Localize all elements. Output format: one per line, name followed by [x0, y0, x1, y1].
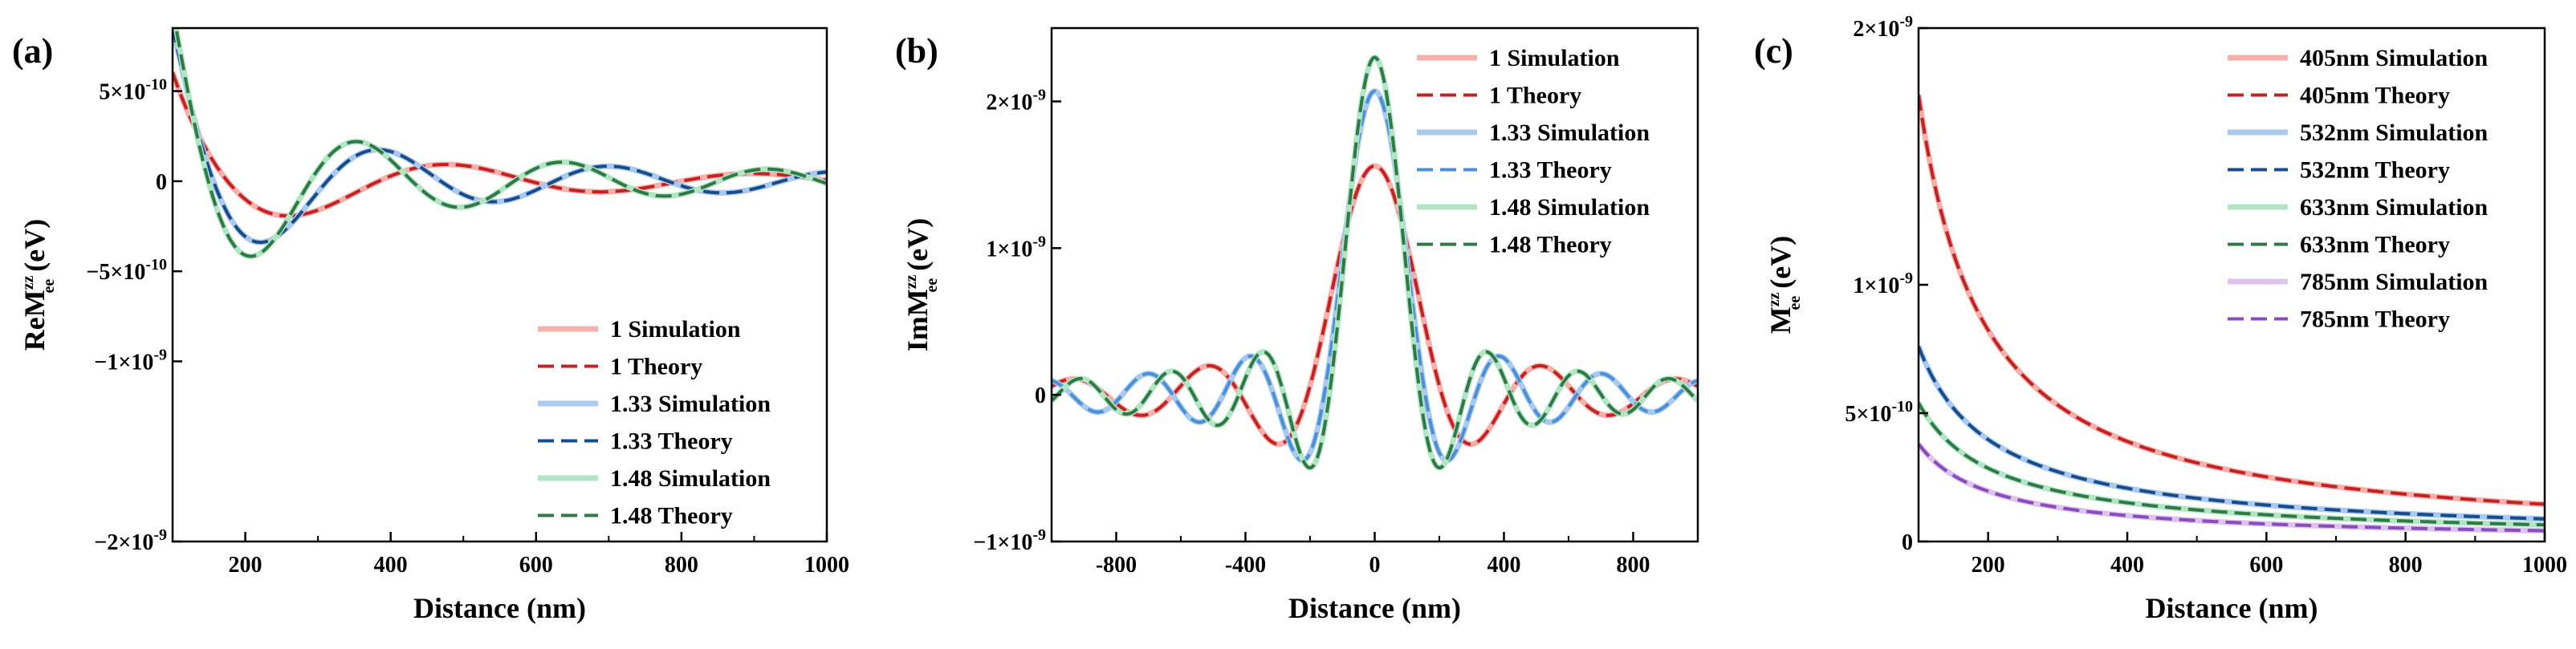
y-tick-label: −1×10-9	[94, 346, 167, 375]
series-line-1.33-simulation	[1052, 88, 1698, 464]
series-line-1.33-theory	[173, 28, 827, 245]
x-axis-title: Distance (nm)	[2146, 592, 2318, 624]
legend-label: 405nm Simulation	[2300, 45, 2489, 71]
panel-label: (b)	[895, 31, 938, 71]
y-axis-title: Mzz ee (eV)	[1764, 236, 1804, 334]
x-axis-title: Distance (nm)	[1288, 592, 1461, 624]
x-tick-label: 200	[229, 553, 262, 578]
series-line-1-theory	[1052, 164, 1698, 446]
y-tick-label: 5×10-10	[99, 76, 167, 105]
x-tick-label: -800	[1096, 553, 1137, 578]
series-line-1.48-theory	[1052, 55, 1698, 470]
series-line-405nm-theory	[1919, 94, 2545, 506]
legend-label: 1.33 Theory	[610, 428, 733, 455]
x-tick-label: 0	[1369, 553, 1381, 578]
legend: 405nm Simulation 405nm Theory 532nm Simula…	[2228, 45, 2489, 333]
chart-panel-a: 200 400 600 800 1000 −2×10-9 −1×10-9 −5×10-10 0 5…	[12, 26, 849, 624]
chart-panel-c: 200 400 600 800 1000 0 5×10-10 1×10-9 2×10-9 Dist…	[1754, 13, 2567, 624]
x-tick-label: 1000	[2522, 553, 2567, 578]
y-tick-label: −1×10-9	[973, 526, 1046, 555]
x-tick-label: 800	[665, 553, 698, 578]
series-line-532nm-theory	[1919, 346, 2545, 521]
panel-label: (a)	[12, 31, 53, 71]
legend-label: 1 Theory	[1489, 83, 1581, 109]
legend-label: 1.48 Simulation	[1489, 194, 1650, 221]
legend-label: 1 Theory	[610, 354, 702, 380]
legend-label: 532nm Theory	[2300, 157, 2450, 184]
x-tick-label: 800	[1617, 553, 1650, 578]
x-tick-label: 800	[2389, 553, 2423, 578]
legend-label: 785nm Simulation	[2300, 269, 2489, 295]
series-line-1.33-theory	[1052, 89, 1698, 462]
legend-label: 633nm Theory	[2300, 232, 2450, 258]
series-group	[1919, 94, 2545, 534]
legend-label: 532nm Simulation	[2300, 120, 2489, 146]
plot-frame	[1050, 26, 1699, 543]
x-tick-label: 1000	[804, 553, 849, 578]
y-tick-label: −5×10-10	[86, 256, 167, 285]
y-tick-label: 5×10-10	[1845, 398, 1913, 427]
legend-label: 785nm Theory	[2300, 306, 2450, 333]
series-line-1.48-simulation	[173, 28, 827, 259]
series-line-1.33-simulation	[173, 28, 827, 245]
legend-label: 1.48 Theory	[610, 503, 733, 529]
x-tick-label: 600	[2249, 553, 2283, 578]
y-tick-label: −2×10-9	[94, 526, 167, 555]
legend-label: 1 Simulation	[1489, 45, 1620, 71]
x-axis-title: Distance (nm)	[413, 592, 586, 624]
legend-label: 633nm Simulation	[2300, 194, 2489, 221]
series-group	[173, 28, 827, 259]
legend-label: 1.48 Theory	[1489, 232, 1612, 258]
chart-panel-b: -800 -400 0 400 800 −1×10-9 0 1×10-9 2×10-9 Dista…	[895, 26, 1699, 624]
series-line-532nm-simulation	[1919, 345, 2545, 522]
legend-label: 1.33 Simulation	[1489, 120, 1650, 146]
legend-label: 1 Simulation	[610, 316, 741, 343]
y-tick-label: 1×10-9	[1853, 270, 1913, 298]
y-axis-title: ReMzz ee (eV)	[18, 219, 58, 351]
y-tick-label: 2×10-9	[986, 86, 1046, 115]
panel-label: (c)	[1754, 31, 1793, 71]
x-tick-label: 400	[2110, 553, 2144, 578]
series-line-1.48-theory	[174, 28, 827, 258]
series-line-405nm-simulation	[1919, 94, 2545, 508]
legend-label: 1.33 Theory	[1489, 157, 1612, 184]
x-tick-label: 200	[1972, 553, 2005, 578]
y-tick-label: 0	[156, 170, 167, 195]
y-tick-label: 2×10-9	[1853, 13, 1913, 42]
legend: 1 Simulation 1 Theory 1.33 Simulation 1.33 …	[1417, 45, 1650, 258]
legend-label: 405nm Theory	[2300, 83, 2450, 109]
x-tick-label: -400	[1225, 553, 1266, 578]
x-tick-label: 400	[374, 553, 408, 578]
series-line-1-theory	[173, 71, 827, 218]
y-tick-label: 0	[1035, 383, 1046, 408]
series-group	[1052, 55, 1698, 471]
y-tick-label: 0	[1902, 530, 1913, 555]
series-line-785nm-theory	[1919, 443, 2545, 533]
y-axis-title: ImMzz ee (eV)	[901, 218, 941, 351]
y-tick-label: 1×10-9	[986, 233, 1046, 262]
x-tick-label: 400	[1487, 553, 1521, 578]
plot-frame	[171, 26, 828, 543]
x-tick-label: 600	[519, 553, 553, 578]
legend-label: 1.48 Simulation	[610, 465, 771, 492]
series-line-633nm-simulation	[1919, 401, 2545, 528]
series-line-633nm-theory	[1919, 402, 2545, 527]
legend: 1 Simulation 1 Theory 1.33 Simulation 1.33 …	[538, 316, 771, 529]
legend-label: 1.33 Simulation	[610, 391, 771, 417]
